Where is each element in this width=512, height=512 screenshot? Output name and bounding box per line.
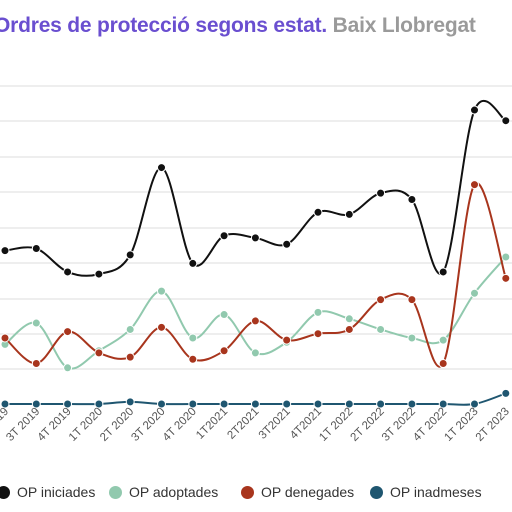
chart-title-main: Ordres de protecció segons estat.: [0, 14, 328, 37]
data-point-op-adoptades: [125, 324, 135, 334]
legend-marker-inadmeses: [370, 485, 383, 499]
data-point-op-iniciades: [438, 267, 448, 277]
legend-item-iniciades[interactable]: OP iniciades: [0, 484, 95, 500]
data-point-op-adoptades: [157, 286, 166, 296]
chart-title: Ordres de protecció segons estat. Baix L…: [0, 14, 476, 38]
series-line-op-iniciades: [4, 100, 507, 277]
x-tick-label: 2T 2023: [474, 406, 512, 444]
data-point-op-adoptades: [376, 324, 386, 334]
data-point-op-iniciades: [313, 207, 323, 217]
data-point-op-denegades: [219, 346, 229, 356]
data-point-op-iniciades: [282, 239, 292, 249]
data-point-op-denegades: [313, 329, 323, 339]
legend-label-inadmeses: OP inadmeses: [390, 484, 482, 500]
legend-label-denegades: OP denegades: [261, 484, 355, 500]
data-point-op-adoptades: [188, 333, 198, 343]
data-point-op-iniciades: [407, 195, 417, 205]
data-point-op-adoptades: [438, 335, 448, 345]
x-tick-label: 3T2021: [257, 406, 293, 442]
x-tick-label: 1T 2022: [317, 406, 355, 444]
data-point-op-inadmeses: [125, 397, 135, 407]
data-point-op-adoptades: [344, 314, 354, 324]
data-point-op-denegades: [63, 327, 73, 337]
data-point-op-adoptades: [313, 307, 323, 317]
data-point-op-inadmeses: [344, 399, 354, 409]
data-point-op-iniciades: [501, 116, 511, 126]
data-point-op-inadmeses: [94, 399, 104, 409]
x-tick-label: 1T2021: [194, 406, 230, 442]
data-point-op-denegades: [0, 333, 10, 343]
x-tick-label: 3T 2019: [4, 406, 42, 444]
chart-title-sub: Baix Llobregat: [332, 14, 476, 37]
data-point-op-inadmeses: [376, 399, 386, 409]
x-tick-label: 2T 2022: [349, 406, 387, 444]
data-point-op-inadmeses: [470, 399, 479, 409]
x-tick-label: 4T 2019: [36, 406, 74, 444]
x-tick-label: 1T 2023: [442, 406, 480, 444]
data-point-op-iniciades: [157, 163, 166, 173]
data-point-op-inadmeses: [438, 399, 448, 409]
x-tick-label: 2T2021: [225, 406, 261, 442]
data-point-op-iniciades: [31, 244, 41, 254]
data-point-op-inadmeses: [407, 399, 417, 409]
data-point-op-inadmeses: [219, 399, 229, 409]
data-point-op-denegades: [157, 322, 166, 332]
data-point-op-denegades: [188, 354, 198, 364]
data-point-op-inadmeses: [31, 399, 41, 409]
data-point-op-adoptades: [407, 333, 417, 343]
legend-item-denegades[interactable]: OP denegades: [241, 484, 354, 500]
x-tick-label: 1T 2020: [67, 406, 105, 444]
legend-item-adoptades[interactable]: OP adoptades: [109, 484, 218, 500]
x-tick-label: 3T 2020: [129, 406, 167, 444]
chart-legend: OP iniciades OP adoptades OP denegades O…: [0, 484, 512, 504]
data-point-op-denegades: [31, 359, 41, 369]
data-point-op-iniciades: [94, 269, 104, 279]
data-point-op-denegades: [344, 324, 354, 334]
legend-item-inadmeses[interactable]: OP inadmeses: [370, 484, 482, 500]
data-point-op-denegades: [438, 359, 448, 369]
data-point-op-adoptades: [31, 318, 41, 328]
legend-marker-adoptades: [109, 485, 122, 499]
data-point-op-adoptades: [501, 252, 511, 262]
data-point-op-iniciades: [344, 209, 354, 219]
data-point-op-iniciades: [0, 246, 10, 256]
data-point-op-inadmeses: [0, 399, 10, 409]
data-point-op-inadmeses: [250, 399, 260, 409]
data-point-op-inadmeses: [63, 399, 73, 409]
data-point-op-denegades: [501, 273, 511, 283]
data-point-op-inadmeses: [188, 399, 198, 409]
data-point-op-iniciades: [376, 188, 386, 198]
data-point-op-inadmeses: [157, 399, 166, 409]
data-point-op-adoptades: [63, 363, 73, 373]
data-point-op-iniciades: [63, 267, 73, 277]
x-tick-label: 2T 2020: [98, 406, 136, 444]
data-point-op-adoptades: [219, 310, 229, 320]
data-point-op-denegades: [282, 335, 292, 345]
data-point-op-iniciades: [188, 258, 198, 268]
data-point-op-inadmeses: [501, 388, 511, 398]
legend-label-iniciades: OP iniciades: [17, 484, 96, 500]
legend-marker-denegades: [241, 485, 254, 499]
x-tick-label: 3T 2022: [380, 406, 418, 444]
data-point-op-inadmeses: [313, 399, 323, 409]
legend-label-adoptades: OP adoptades: [129, 484, 219, 500]
data-point-op-denegades: [407, 295, 417, 305]
data-point-op-denegades: [250, 316, 260, 326]
data-point-op-denegades: [470, 180, 479, 190]
x-tick-label: 4T 2020: [161, 406, 199, 444]
data-point-op-denegades: [94, 348, 104, 358]
data-point-op-iniciades: [219, 231, 229, 241]
legend-marker-iniciades: [0, 485, 10, 499]
data-point-op-iniciades: [125, 250, 135, 260]
data-point-op-denegades: [125, 352, 135, 362]
data-point-op-iniciades: [250, 233, 260, 243]
data-point-op-iniciades: [470, 105, 479, 115]
x-tick-label: 4T 2022: [411, 406, 449, 444]
data-point-op-denegades: [376, 295, 386, 305]
data-point-op-adoptades: [250, 348, 260, 358]
data-point-op-inadmeses: [282, 399, 292, 409]
data-point-op-adoptades: [470, 288, 479, 298]
